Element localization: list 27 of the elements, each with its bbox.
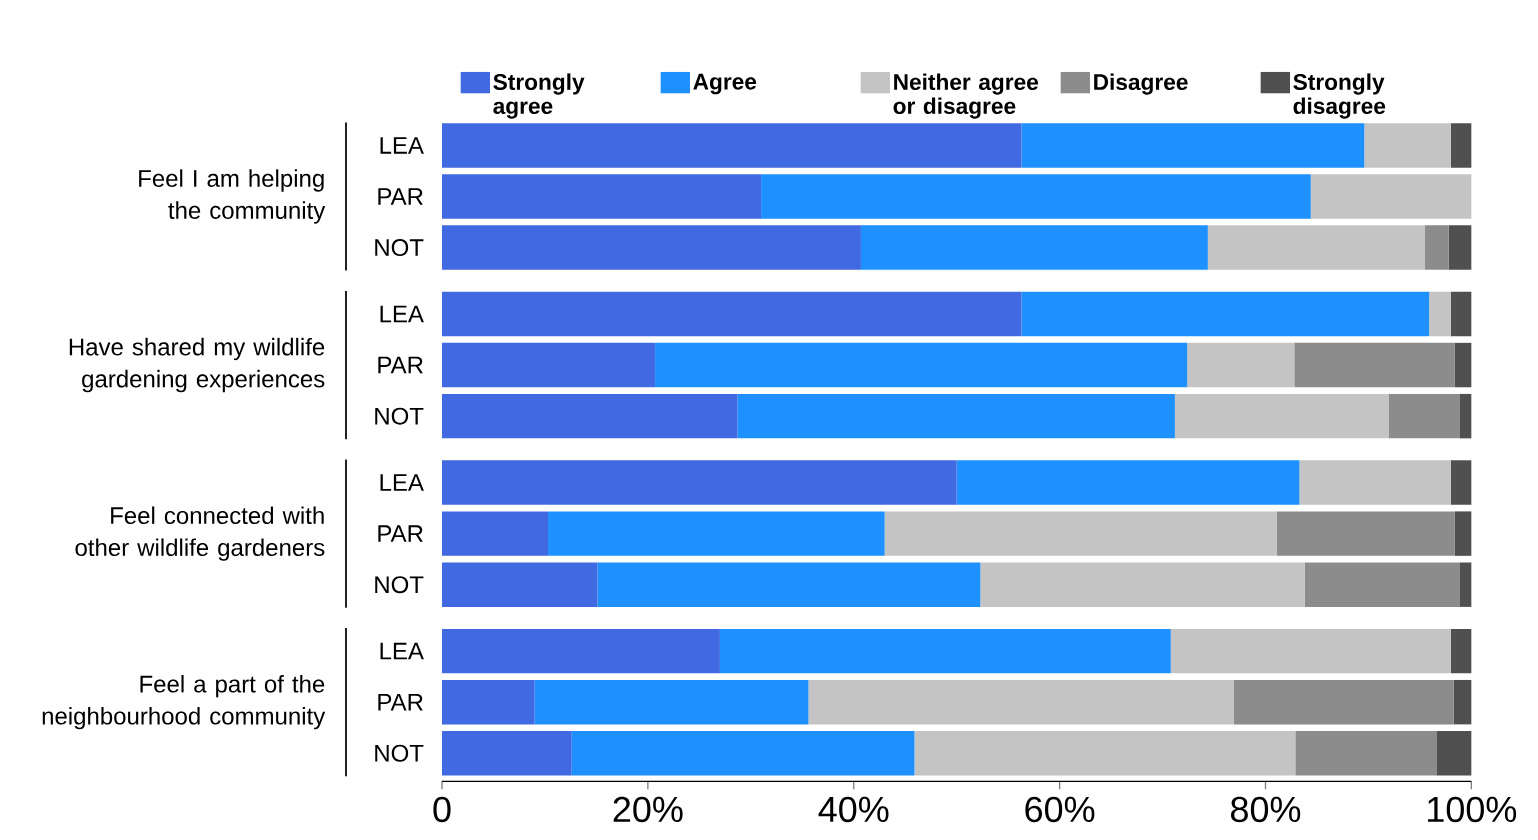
legend-label: Strongly disagree <box>1293 73 1386 119</box>
y-tick-label: PAR <box>378 188 423 205</box>
legend-label: Strongly agree <box>493 73 585 119</box>
y-tick-label: NOT <box>375 239 424 257</box>
y-tick-label: NOT <box>375 576 424 594</box>
y-tick-label: LEA <box>380 305 424 323</box>
y-tick-label: PAR <box>378 525 423 542</box>
text: Have shared my wildlife gardening experiences <box>69 337 325 393</box>
y-tick-label: LEA <box>380 474 424 491</box>
x-tick-label: 80% <box>1231 796 1301 823</box>
legend-label: Disagree <box>1094 73 1188 95</box>
x-tick-label: 0 <box>433 796 451 823</box>
x-tick-label: 20% <box>613 796 683 823</box>
y-tick-label: NOT <box>375 407 424 425</box>
legend-label: Neither agree or disagree <box>893 73 1039 119</box>
text: Feel a part of the neighbourhood community <box>42 674 326 730</box>
y-tick-label: PAR <box>378 693 423 711</box>
x-tick-label: 100% <box>1428 796 1517 823</box>
x-tick-label: 60% <box>1025 796 1095 823</box>
y-tick-label: PAR <box>378 356 423 374</box>
text: Feel connected with other wildlife gardeners <box>75 506 325 561</box>
y-tick-label: LEA <box>380 137 424 154</box>
legend-label: Agree <box>693 73 757 95</box>
text: Feel I am helping the community <box>139 169 326 224</box>
y-tick-label: NOT <box>375 744 424 762</box>
x-tick-label: 40% <box>818 796 889 823</box>
y-tick-label: LEA <box>380 642 424 660</box>
